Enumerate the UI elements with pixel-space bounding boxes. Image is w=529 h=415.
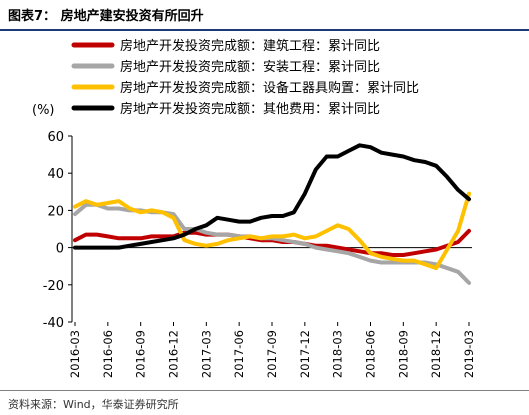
x-tick-label: 2017-06 bbox=[232, 330, 246, 378]
x-tick-label: 2018-12 bbox=[429, 330, 443, 378]
line-chart: -40 -20 0 20 40 60 (%) 2016-03 2016-06 2016-09 201… bbox=[32, 38, 476, 378]
title-bar: 图表7： 房地产建安投资有所回升 bbox=[0, 0, 529, 26]
y-tick-label: -20 bbox=[43, 279, 64, 294]
y-tick-label: -40 bbox=[43, 316, 64, 331]
y-tick-label: 20 bbox=[47, 204, 64, 219]
title-divider bbox=[0, 29, 529, 31]
legend-label-2: 房地产开发投资完成额：安装工程：累计同比 bbox=[120, 59, 380, 75]
x-tick-label: 2016-09 bbox=[134, 330, 148, 378]
series-line-4 bbox=[73, 143, 471, 250]
x-tick-label: 2018-03 bbox=[331, 330, 345, 378]
x-tick-label: 2016-06 bbox=[101, 330, 115, 378]
x-tick-label: 2017-12 bbox=[298, 330, 312, 378]
x-tick-label: 2018-06 bbox=[364, 330, 378, 378]
y-axis-label: (%) bbox=[32, 103, 55, 118]
legend-label-1: 房地产开发投资完成额：建筑工程：累计同比 bbox=[120, 38, 380, 54]
x-tick-label: 2018-09 bbox=[396, 330, 410, 378]
legend-label-4: 房地产开发投资完成额：其他费用：累计同比 bbox=[120, 101, 380, 117]
x-tick-label: 2016-03 bbox=[68, 330, 82, 378]
legend-label-3: 房地产开发投资完成额：设备工器具购置：累计同比 bbox=[120, 80, 419, 96]
series-line-3 bbox=[73, 191, 471, 271]
x-tick-label: 2016-12 bbox=[167, 330, 181, 378]
x-tick-label: 2019-03 bbox=[462, 330, 476, 378]
footer-divider bbox=[0, 390, 529, 391]
chart-title: 图表7： 房地产建安投资有所回升 bbox=[8, 9, 204, 24]
y-tick-label: 0 bbox=[56, 242, 64, 257]
source-note: 资料来源：Wind，华泰证券研究所 bbox=[8, 398, 179, 411]
y-tick-label: 60 bbox=[47, 130, 64, 145]
x-tick-label: 2017-09 bbox=[265, 330, 279, 378]
x-tick-label: 2017-03 bbox=[199, 330, 213, 378]
y-tick-label: 40 bbox=[47, 167, 64, 182]
